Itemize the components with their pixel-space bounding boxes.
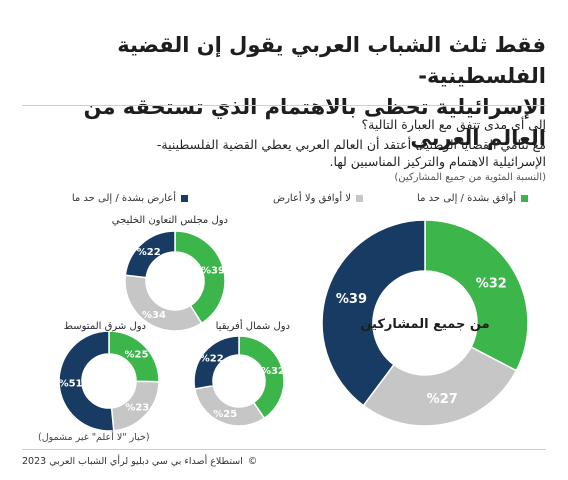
slice-label-agree: %32	[261, 366, 285, 377]
slice-label-neutral: %25	[213, 409, 237, 420]
slice-label-disagree: %51	[59, 378, 83, 389]
slice-label-agree: %32	[476, 276, 507, 291]
legend-swatch-neutral	[356, 195, 363, 202]
title-line-1: فقط ثلث الشباب العربي يقول إن القضية الف…	[117, 33, 546, 88]
slice-label-neutral: %23	[125, 403, 149, 414]
legend-label-disagree: أعارض بشدة / إلى حد ما	[71, 193, 176, 204]
legend-item-disagree: أعارض بشدة / إلى حد ما	[72, 193, 188, 204]
donut-title: دول شرق المتوسط	[64, 321, 146, 332]
donut-title: دول شمال أفريقيا	[216, 319, 290, 332]
donut-all-participants: %32 %27 %39 من جميع المشاركين	[321, 219, 529, 427]
slice-label-disagree: %22	[200, 354, 224, 365]
slice-agree	[424, 219, 529, 372]
statement-line-1: مع تنامي القضايا الوطنية، أعتقد أن العال…	[156, 137, 546, 152]
slice-disagree	[321, 219, 426, 407]
slice-label-agree: %25	[124, 349, 148, 360]
slice-label-disagree: %22	[137, 247, 161, 258]
legend: أوافق بشدة / إلى حد ما لا أوافق ولا أعار…	[28, 193, 528, 209]
slice-neutral	[124, 274, 203, 332]
legend-item-agree: أوافق بشدة / إلى حد ما	[417, 193, 528, 204]
source-text: استطلاع أصداء بي سي دبليو لرأي الشباب ال…	[22, 456, 243, 467]
legend-swatch-agree	[521, 195, 528, 202]
copyright-symbol: ©	[247, 456, 258, 467]
slice-agree	[174, 230, 226, 325]
legend-label-neutral: لا أوافق ولا أعارض	[273, 193, 351, 204]
slice-label-neutral: %34	[142, 310, 166, 321]
top-divider	[22, 105, 546, 106]
legend-label-agree: أوافق بشدة / إلى حد ما	[417, 193, 516, 204]
legend-item-neutral: لا أوافق ولا أعارض	[273, 193, 363, 204]
slice-neutral	[362, 346, 518, 427]
slice-disagree	[193, 335, 240, 390]
slice-label-agree: %39	[201, 266, 225, 277]
donut-levant: %25 %23 %51 دول شرق المتوسط	[58, 321, 160, 432]
percentage-note: (النسبة المئوية من جميع المشاركين)	[394, 172, 546, 183]
statement-line-2: الإسرائيلية الاهتمام والتركيز المناسبين …	[329, 154, 546, 169]
slice-label-neutral: %27	[427, 392, 458, 407]
page-title: فقط ثلث الشباب العربي يقول إن القضية الف…	[26, 30, 546, 154]
source-credit: © استطلاع أصداء بي سي دبليو لرأي الشباب …	[22, 456, 257, 467]
survey-statement: مع تنامي القضايا الوطنية، أعتقد أن العال…	[106, 136, 546, 170]
donut-center-title: من جميع المشاركين	[360, 317, 489, 332]
slice-disagree	[58, 330, 115, 432]
bottom-divider	[22, 449, 546, 450]
donut-title: دول مجلس التعاون الخليجي	[112, 215, 228, 226]
slice-disagree	[124, 230, 176, 279]
donut-north-africa: %32 %25 %22 دول شمال أفريقيا	[193, 319, 290, 427]
legend-swatch-disagree	[181, 195, 188, 202]
footnote: (خيار "لا أعلم" غير مشمول)	[38, 432, 150, 443]
slice-label-disagree: %39	[336, 292, 367, 307]
title-line-2: الإسرائيلية تحظى بالاهتمام الذي تستحقه م…	[83, 95, 546, 150]
survey-question: إلى أي مدى تتفق مع العبارة التالية؟	[361, 117, 546, 132]
slice-agree	[238, 335, 285, 420]
donut-gcc: %39 %34 %22 دول مجلس التعاون الخليجي	[112, 215, 228, 332]
